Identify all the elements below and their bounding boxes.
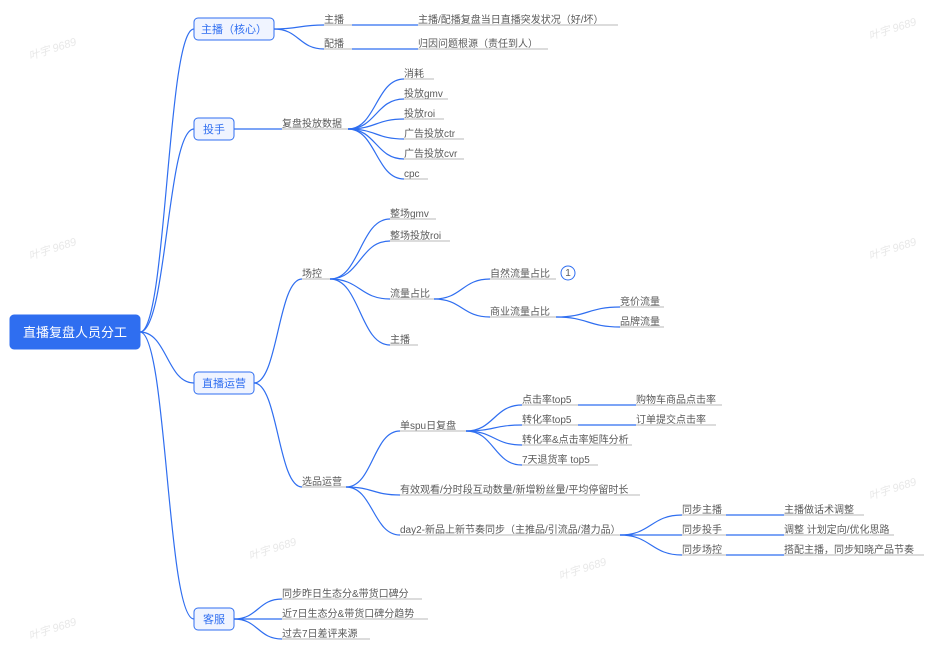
connector (434, 299, 490, 317)
node: 商业流量占比 (490, 305, 550, 318)
node: 主播 (324, 13, 344, 26)
branch-label: 投手 (203, 122, 225, 136)
watermark: 叶宇 9689 (557, 555, 608, 583)
connector (330, 219, 390, 279)
node: 广告投放ctr (404, 127, 456, 140)
node: 调整 计划定向/优化思路 (784, 523, 890, 536)
node: 消耗 (404, 67, 424, 80)
watermark: 叶宇 9689 (247, 535, 298, 563)
node: day2-新品上新节奏同步（主推品/引流品/潜力品） (400, 523, 621, 536)
node: 整场gmv (390, 207, 429, 220)
node: 投放roi (404, 107, 435, 120)
connector (140, 332, 194, 383)
node: 近7日生态分&带货口碑分趋势 (282, 607, 414, 620)
node: 转化率top5 (522, 413, 572, 426)
connector (348, 129, 404, 179)
connector (140, 332, 194, 619)
connector (140, 129, 194, 332)
node: 复盘投放数据 (282, 117, 342, 130)
connector (274, 25, 324, 29)
connector (556, 307, 620, 317)
node: 竞价流量 (620, 295, 660, 308)
node: 选品运营 (302, 475, 342, 488)
node: 单spu日复盘 (400, 419, 456, 432)
node: 自然流量占比 (490, 267, 550, 280)
connector (254, 383, 302, 487)
node: 搭配主播，同步知晓产品节奏 (784, 543, 914, 556)
node: 品牌流量 (620, 315, 660, 328)
node: 主播/配播复盘当日直播突发状况（好/坏） (418, 13, 604, 26)
branch-label: 客服 (203, 612, 225, 626)
watermark: 叶宇 9689 (27, 615, 78, 643)
branch-label: 直播运营 (202, 376, 246, 390)
node: 整场投放roi (390, 229, 441, 242)
node: 购物车商品点击率 (636, 393, 716, 406)
watermark: 叶宇 9689 (867, 15, 918, 43)
watermark: 叶宇 9689 (27, 35, 78, 63)
node: 有效观看/分时段互动数量/新增粉丝量/平均停留时长 (400, 483, 628, 496)
connector (140, 29, 194, 332)
branch-label: 主播（核心） (201, 22, 267, 36)
node: 流量占比 (390, 287, 430, 300)
node: 场控 (302, 267, 322, 280)
node: 同步昨日生态分&带货口碑分 (282, 587, 409, 600)
node: 7天退货率 top5 (522, 453, 590, 466)
watermark: 叶宇 9689 (867, 235, 918, 263)
connector (466, 431, 522, 465)
badge-label: 1 (565, 268, 571, 279)
node: 同步场控 (682, 543, 722, 556)
node: 主播做话术调整 (784, 503, 854, 516)
watermark: 叶宇 9689 (27, 235, 78, 263)
connector (330, 241, 390, 279)
connector (620, 535, 682, 555)
connector (556, 317, 620, 327)
watermark: 叶宇 9689 (867, 475, 918, 503)
connector (434, 279, 490, 299)
node: 订单提交点击率 (636, 413, 706, 426)
connector (348, 79, 404, 129)
connector (466, 405, 522, 431)
node: 投放gmv (404, 87, 443, 100)
connector (254, 279, 302, 383)
node: cpc (404, 169, 420, 180)
connector (234, 619, 282, 639)
root-label: 直播复盘人员分工 (23, 325, 127, 340)
node: 同步主播 (682, 503, 722, 516)
node: 归因问题根源（责任到人） (418, 37, 538, 50)
connector (234, 599, 282, 619)
node: 主播 (390, 333, 410, 346)
connector (466, 431, 522, 445)
node: 配播 (324, 37, 344, 50)
node: 过去7日差评来源 (282, 627, 358, 640)
connector (274, 29, 324, 49)
connector (346, 431, 400, 487)
mindmap-canvas: 叶宇 9689 叶宇 9689 叶宇 9689 叶宇 9689 叶宇 9689 叶宇 96… (0, 0, 941, 666)
node: 广告投放cvr (404, 147, 458, 160)
connector (620, 515, 682, 535)
node: 同步投手 (682, 523, 722, 536)
node: 点击率top5 (522, 393, 572, 406)
node: 转化率&点击率矩阵分析 (522, 433, 629, 446)
